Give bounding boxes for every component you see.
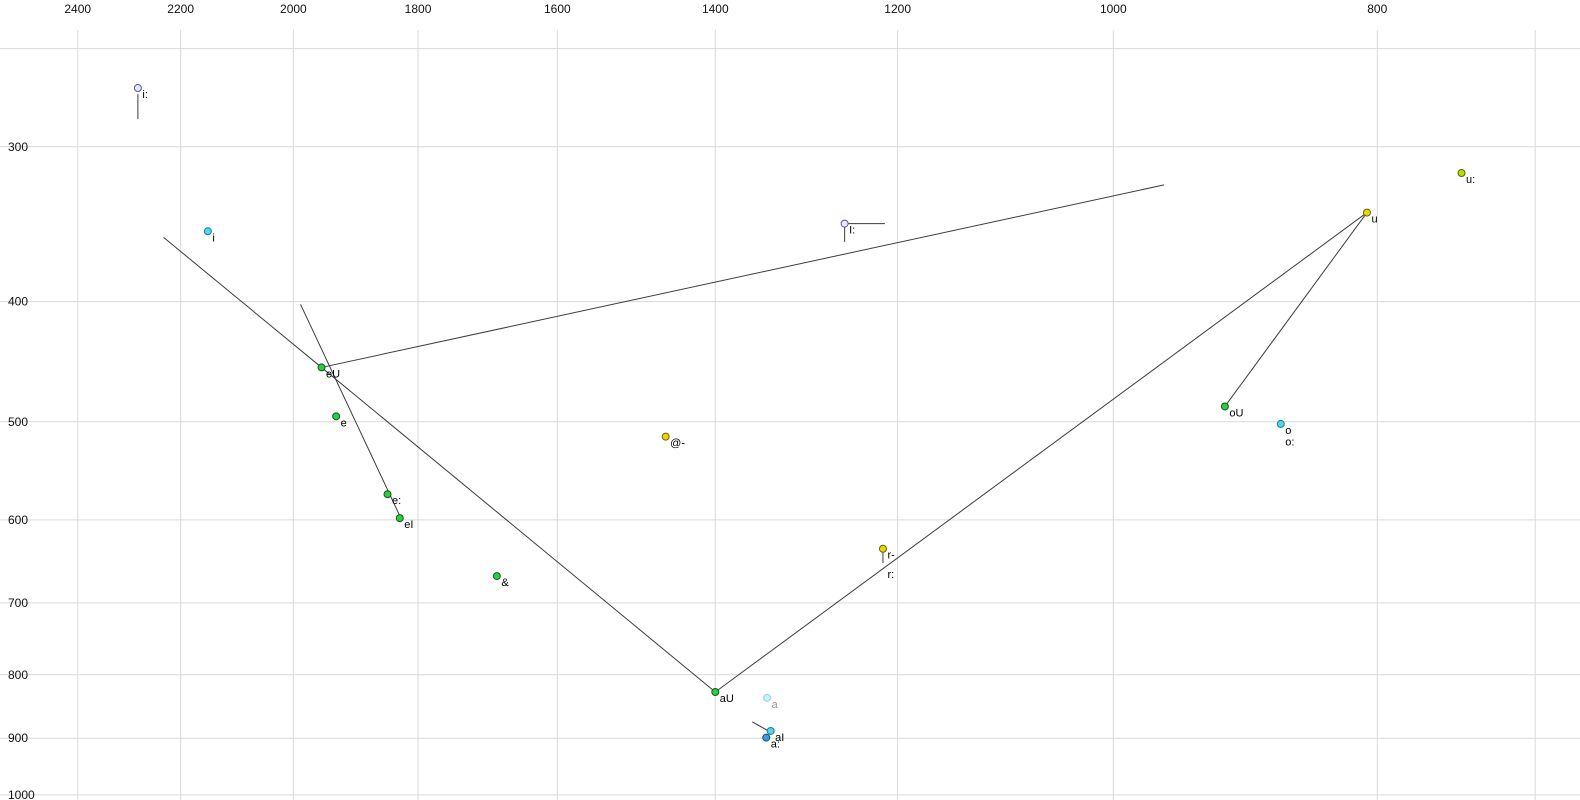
vowel-label-i: i <box>212 232 214 244</box>
vowel-label-au: aU <box>720 693 734 705</box>
y-tick-label-600: 600 <box>8 513 28 527</box>
vowel-point-e-long <box>383 490 392 499</box>
vowel-label-ai: aI <box>775 732 784 744</box>
vowel-label-r-long: r: <box>887 569 894 581</box>
x-tick-label-1200: 1200 <box>884 2 911 16</box>
vowel-label-e-long: e: <box>392 495 401 507</box>
vowel-label-ou: oU <box>1229 407 1243 419</box>
vowel-point-i-long <box>840 219 849 228</box>
vowel-label-e: e <box>341 417 347 429</box>
vowel-point-au <box>711 688 720 697</box>
vowel-points: i: i I: u: u eU e e:eI & @- r-r: aU a aIa: oU oo: <box>133 84 1475 751</box>
vowel-point-e <box>332 412 341 421</box>
vowel-label-a-long: a: <box>771 739 780 751</box>
x-tick-label-2000: 2000 <box>280 2 307 16</box>
segment-i-rto-reu <box>163 237 322 368</box>
trajectory-lines <box>137 94 1368 733</box>
vowel-point-a-long <box>762 733 771 742</box>
x-tick-label-1400: 1400 <box>702 2 729 16</box>
vowel-label-ash: & <box>501 577 509 589</box>
segment-eu-rto-rupper-rright <box>321 184 1165 368</box>
vowel-label-eu: eU <box>326 368 340 380</box>
vowel-point-eu <box>317 363 326 372</box>
vowel-point-ei <box>395 514 404 523</box>
x-tick-label-800: 800 <box>1367 2 1387 16</box>
x-tick-label-2200: 2200 <box>167 2 194 16</box>
x-tick-label-1000: 1000 <box>1100 2 1127 16</box>
vowel-label-r-r: r- <box>887 550 895 562</box>
vowel-label-o: o <box>1285 425 1291 437</box>
vowel-label--: @- <box>670 438 685 450</box>
x-tick-label-1600: 1600 <box>544 2 571 16</box>
vowel-label-u-long: u: <box>1466 174 1475 186</box>
vowel-point-u-long <box>1457 169 1466 178</box>
vowel-point-a <box>763 693 772 702</box>
vowel-label-i-long: i: <box>142 89 148 101</box>
y-tick-label-800: 800 <box>8 668 28 682</box>
vowel-point-ash <box>492 572 501 581</box>
vowel-label-ei: eI <box>404 519 413 531</box>
vowel-point-ai <box>766 726 775 735</box>
vowel-point-- <box>661 432 670 441</box>
vowel-point-o <box>1276 419 1285 428</box>
axis-tick-labels: 2400 2200 2000 1800 1600 1400 1200 1000 800 300 40… <box>8 2 1388 800</box>
y-tick-label-300: 300 <box>8 140 28 154</box>
y-tick-label-500: 500 <box>8 415 28 429</box>
y-tick-label-700: 700 <box>8 596 28 610</box>
vowel-point-r-r <box>878 544 887 553</box>
segment-au-rto-ru <box>715 212 1368 693</box>
segment-u-rto-rou <box>1224 212 1368 407</box>
vowel-label-o-long: o: <box>1285 437 1294 449</box>
y-tick-label-1000: 1000 <box>8 788 35 800</box>
gridlines <box>0 30 1580 800</box>
vowel-label-u: u <box>1371 214 1377 226</box>
vowel-point-i <box>203 227 212 236</box>
y-tick-label-900: 900 <box>8 731 28 745</box>
vowel-point-ou <box>1220 402 1229 411</box>
vowel-label-i-long: I: <box>849 225 855 237</box>
segment-e-rcluster-rline <box>300 304 403 521</box>
vowel-label-a: a <box>772 699 779 711</box>
vowel-point-i-long <box>133 84 142 93</box>
x-tick-label-2400: 2400 <box>64 2 91 16</box>
y-tick-label-400: 400 <box>8 295 28 309</box>
segment-eu-rto-rau <box>321 367 716 693</box>
vowel-point-u <box>1362 208 1371 217</box>
x-tick-label-1800: 1800 <box>405 2 432 16</box>
